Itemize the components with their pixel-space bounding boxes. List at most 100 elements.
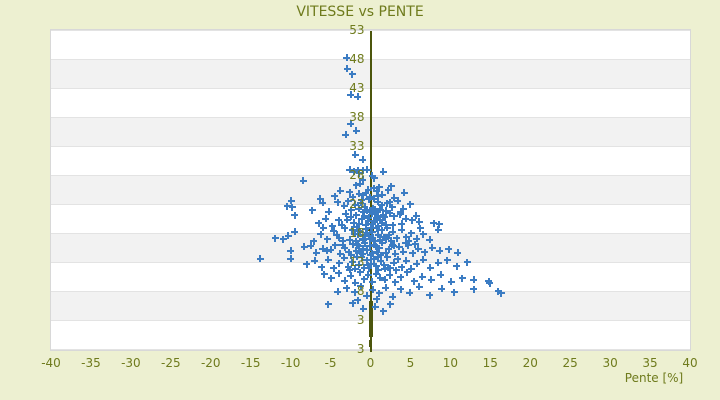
data-point [363,246,371,254]
data-point [391,250,399,258]
data-point [368,210,376,218]
data-point [351,151,359,159]
data-point [336,187,344,195]
data-point [374,212,382,220]
data-point [406,289,414,297]
data-point [397,273,405,281]
y-tick-label: 48 [349,52,365,66]
data-point [375,289,383,297]
data-point [414,245,422,253]
data-point [497,289,505,297]
data-point [370,184,378,192]
data-point [378,219,386,227]
data-point [356,268,364,276]
data-point [327,274,335,282]
data-point [410,277,418,285]
data-point [437,271,445,279]
data-point [373,295,381,303]
data-point [383,224,391,232]
data-point [341,224,349,232]
data-point [381,276,389,284]
data-point [434,259,442,267]
data-point [360,264,368,272]
data-point [374,231,382,239]
data-point [382,284,390,292]
data-point [391,278,399,286]
data-point [353,223,361,231]
data-point [312,249,320,257]
data-point [359,305,367,313]
data-point [372,270,380,278]
data-point [279,235,287,243]
data-point [470,276,478,284]
data-point [299,177,307,185]
data-point [394,197,402,205]
data-point [331,192,339,200]
data-point [346,236,354,244]
y-tick-label: 3 [356,313,365,327]
data-point [347,120,355,128]
data-point [447,278,455,286]
zero-pente-cluster-bar [369,340,372,347]
data-point [363,206,370,214]
data-point [291,228,299,236]
data-point [407,229,415,237]
data-point [411,240,419,248]
data-point [368,228,376,236]
data-point [346,266,354,274]
data-point [418,273,426,280]
x-tick-label: -30 [121,356,141,370]
data-point [330,227,338,235]
data-point [343,54,351,62]
data-point [369,220,377,228]
data-point [445,245,453,253]
y-tick-label: 3 [356,342,365,356]
data-point [348,226,356,234]
data-point [434,226,442,234]
y-tick-label: 18 [349,226,365,240]
data-point [315,219,323,227]
data-point [328,222,336,230]
data-point [324,256,332,264]
y-tick-label: 8 [356,284,365,298]
data-point [347,272,355,280]
x-tick-label: 20 [522,356,538,370]
x-tick-label: 30 [602,356,618,370]
y-tick-label: 43 [349,81,365,95]
data-point [403,268,411,276]
data-point [374,266,382,274]
data-point [351,279,359,287]
data-point [361,231,369,239]
data-point [396,210,404,218]
data-point [363,166,371,174]
data-point [398,263,406,271]
data-point [390,212,398,220]
data-point [386,271,394,279]
data-point [436,247,444,255]
data-point [349,193,357,201]
data-point [335,259,343,267]
data-point [352,181,360,189]
data-point [407,265,415,273]
x-tick-label: -15 [240,356,261,370]
data-point [458,274,466,282]
data-point [357,282,365,290]
data-point [334,288,342,296]
data-point [291,211,299,219]
data-point [379,168,387,176]
data-point [398,220,406,228]
data-point [374,253,382,261]
data-point [343,216,351,224]
data-point [360,212,368,220]
data-point [371,303,379,311]
x-tick-label: -10 [280,356,301,370]
data-point [288,203,296,211]
x-tick-label: 15 [482,356,498,370]
data-point [372,243,380,251]
data-point [382,207,390,215]
data-point [343,284,351,292]
x-tick-label: -20 [200,356,221,370]
data-point [344,197,352,205]
y-tick-label: 23 [349,197,365,211]
data-point [450,288,458,296]
